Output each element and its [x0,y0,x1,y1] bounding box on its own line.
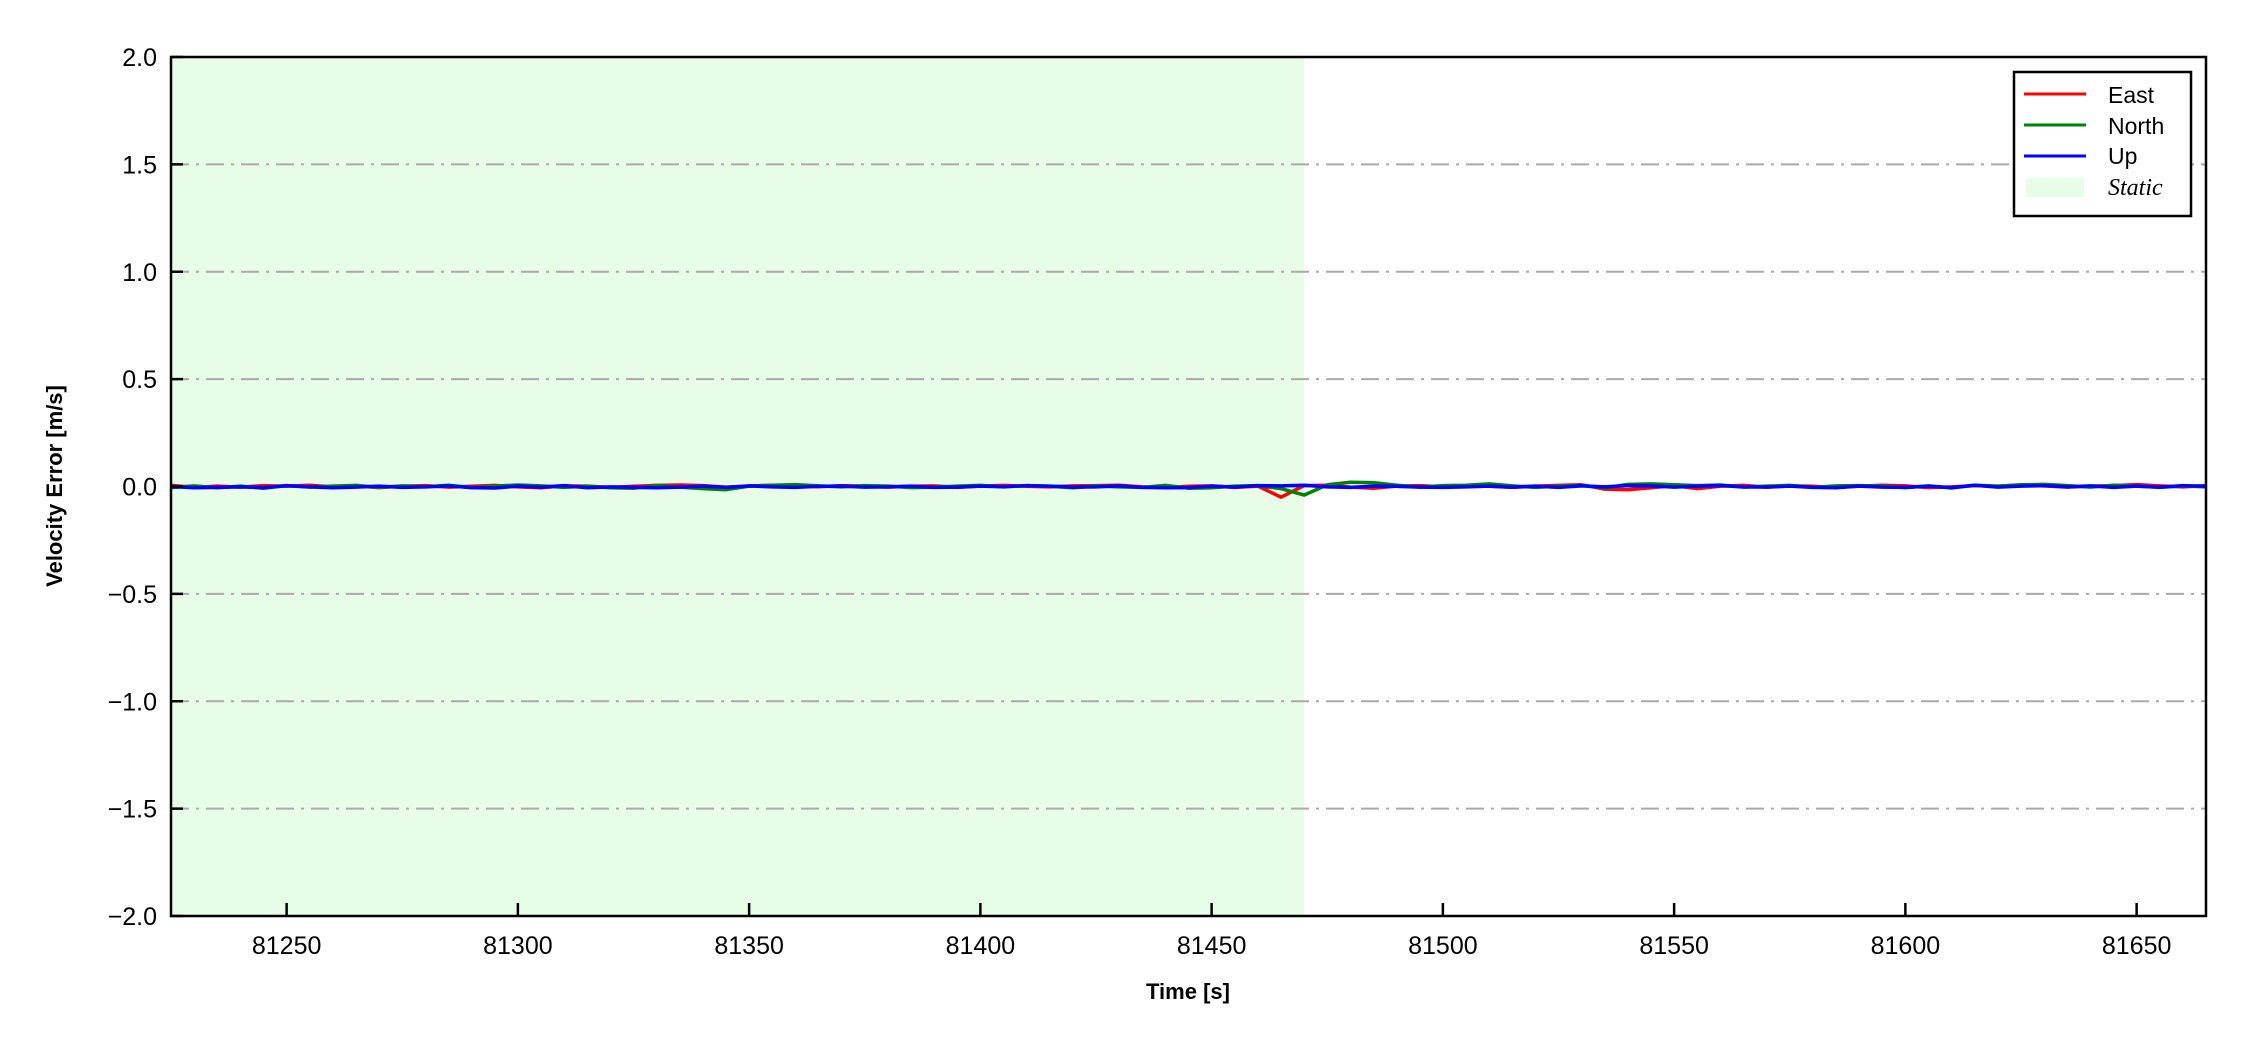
y-tick-label: −1.5 [108,796,157,824]
x-tick-label: 81550 [1639,932,1709,960]
x-tick-label: 81650 [2102,932,2172,960]
y-tick-labels: 2.0 1.5 1.0 0.5 0.0 −0.5 −1.0 −1.5 −2.0 [108,44,157,931]
legend: East North Up Static [2012,70,2193,218]
legend-label-east: East [2108,82,2155,108]
x-tick-label: 81600 [1871,932,1941,960]
legend-label-north: North [2108,113,2164,139]
x-tick-label: 81500 [1408,932,1478,960]
series-lines [170,480,2207,499]
x-tick-label: 81400 [946,932,1016,960]
legend-label-up: Up [2108,143,2137,169]
plot-frame [169,55,2208,918]
y-tick-label: 0.5 [122,366,157,394]
series-line-up [170,483,2207,490]
y-tick-label: −1.0 [108,688,157,716]
y-axis-label: Velocity Error [m/s] [42,385,67,587]
x-axis-label: Time [s] [1146,979,1230,1004]
y-tick-label: 0.0 [122,474,157,502]
legend-label-static: Static [2108,175,2163,201]
x-tick-labels: 81250 81300 81350 81400 81450 81500 81550 81600… [252,932,2172,960]
x-tick-label: 81300 [483,932,553,960]
y-tick-label: 1.0 [122,259,157,287]
y-tick-label: −0.5 [108,581,157,609]
y-tick-label: 2.0 [122,44,157,72]
x-tick-label: 81350 [714,932,784,960]
x-tick-label: 81450 [1177,932,1247,960]
y-tick-label: 1.5 [122,151,157,179]
x-tick-label: 81250 [252,932,322,960]
legend-swatch-static [2026,178,2084,197]
y-tick-label: −2.0 [108,903,157,931]
